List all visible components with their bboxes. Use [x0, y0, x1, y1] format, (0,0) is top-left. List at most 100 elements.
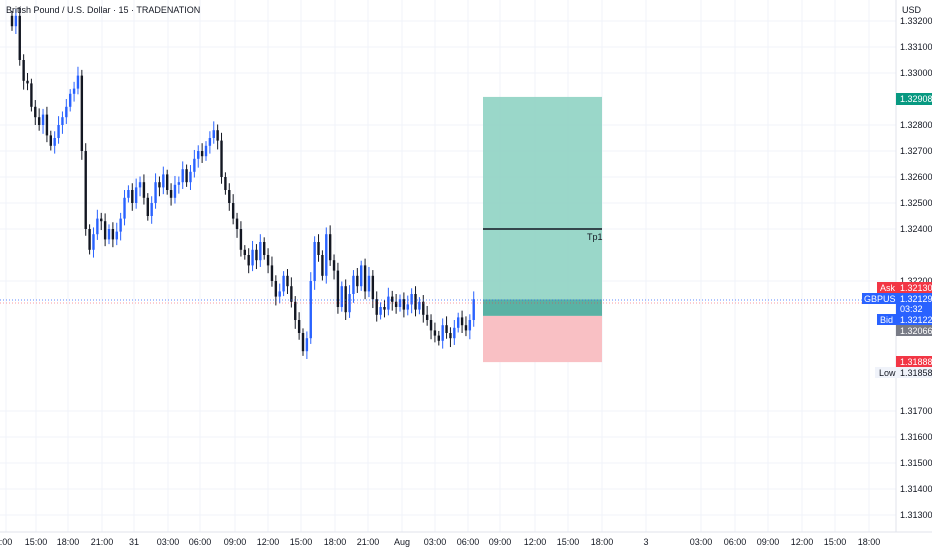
time-tick-label: 09:00 [489, 537, 512, 547]
candle-body [317, 242, 320, 255]
price-tick-label: 1.32500 [900, 198, 932, 208]
price-tick-label: 1.32600 [900, 172, 932, 182]
candle-body [321, 255, 324, 276]
price-tick-label: 1.33100 [900, 42, 932, 52]
time-tick-label: 21:00 [91, 537, 114, 547]
candle-body [235, 218, 239, 229]
stop-tag-bg [896, 356, 932, 367]
time-tick-label: 06:00 [189, 537, 212, 547]
time-tick-label: 03:00 [157, 537, 180, 547]
time-tick-label: 12:00 [257, 537, 280, 547]
candle-body [425, 314, 429, 320]
time-tick-label: 21:00 [357, 537, 380, 547]
candle-body [224, 177, 227, 190]
candle-body [57, 125, 60, 138]
time-tick-label: 18:00 [858, 537, 881, 547]
loss-zone[interactable] [483, 315, 602, 363]
candle-body [332, 260, 336, 271]
candle-body [239, 229, 243, 250]
candle-body [37, 117, 41, 125]
candle-body [352, 275, 355, 294]
candle-body [197, 151, 200, 159]
candle-body [313, 242, 316, 281]
candle-body [464, 325, 468, 331]
time-tick-label: 09:00 [757, 537, 780, 547]
candle-body [340, 286, 343, 307]
candle-body [72, 88, 76, 94]
candle-body [22, 60, 25, 81]
candle-body [134, 187, 138, 203]
candle-body [189, 171, 192, 183]
time-tick-label: 18:00 [57, 537, 80, 547]
candle-body [328, 234, 332, 261]
candle-body [383, 307, 386, 310]
candle-body [127, 190, 130, 198]
candle-body [193, 158, 196, 172]
candle-body [96, 218, 99, 235]
candle-body [185, 169, 188, 183]
price-tick-label: 1.32700 [900, 146, 932, 156]
candle-body [150, 203, 153, 216]
candle-body [53, 138, 56, 146]
candle-body [111, 229, 115, 240]
bid-tag-label: Bid [880, 315, 893, 325]
candle-body [410, 294, 413, 305]
candle-body [297, 320, 301, 333]
price-tick-label: 1.31300 [900, 510, 932, 520]
candle-body [119, 218, 122, 232]
candle-body [402, 299, 406, 310]
candle-body [80, 75, 84, 151]
price-tick-label: 1.31600 [900, 432, 932, 442]
last-price-tag-bg [896, 293, 932, 314]
candle-body [387, 296, 390, 310]
time-tick-label: 12:00 [524, 537, 547, 547]
candle-body [200, 151, 204, 157]
candle-body [216, 130, 219, 141]
candle-body [360, 265, 363, 287]
low-tag-label: Low [879, 368, 896, 378]
entry-tag: 1.32066 [900, 326, 932, 336]
candle-body [131, 190, 134, 203]
time-tick-label: 18:00 [324, 537, 347, 547]
profit-zone[interactable] [483, 96, 602, 316]
candle-body [375, 299, 378, 315]
price-tick-label: 1.32400 [900, 224, 932, 234]
candle-body [418, 301, 421, 310]
candle-body [30, 83, 33, 107]
candle-body [263, 242, 266, 255]
candle-body [325, 234, 328, 276]
stop-tag: 1.31888 [900, 357, 932, 367]
time-tick-label: :00 [0, 537, 12, 547]
time-tick-label: 15:00 [290, 537, 313, 547]
candle-body [305, 338, 309, 352]
price-tick-label: 1.31500 [900, 458, 932, 468]
price-tick-label: 1.31700 [900, 406, 932, 416]
candle-body [177, 182, 181, 185]
candle-body [243, 249, 246, 255]
candle-body [162, 174, 165, 188]
time-tick-label: 31 [129, 537, 139, 547]
currency-label: USD [902, 5, 922, 15]
target-price-tag: 1.32908 [900, 94, 932, 104]
candle-body [472, 299, 475, 320]
candle-body [166, 174, 169, 190]
candle-body [468, 320, 472, 331]
candle-body [429, 320, 433, 331]
symbol-tag-label: GBPUSD [864, 294, 903, 304]
candle-body [76, 75, 80, 89]
candle-body [259, 242, 262, 261]
low-tag-bg [875, 367, 932, 378]
candle-body [169, 190, 173, 198]
candle-body [10, 15, 14, 27]
candle-body [220, 140, 223, 177]
candle-body [286, 275, 289, 287]
candle-body [251, 249, 254, 266]
candle-body [449, 333, 452, 339]
entry-tag-bg [896, 325, 932, 336]
candle-body [301, 333, 305, 352]
candle-body [290, 286, 293, 302]
time-tick-label: 03:00 [424, 537, 447, 547]
price-tick-label: 1.32200 [900, 276, 932, 286]
